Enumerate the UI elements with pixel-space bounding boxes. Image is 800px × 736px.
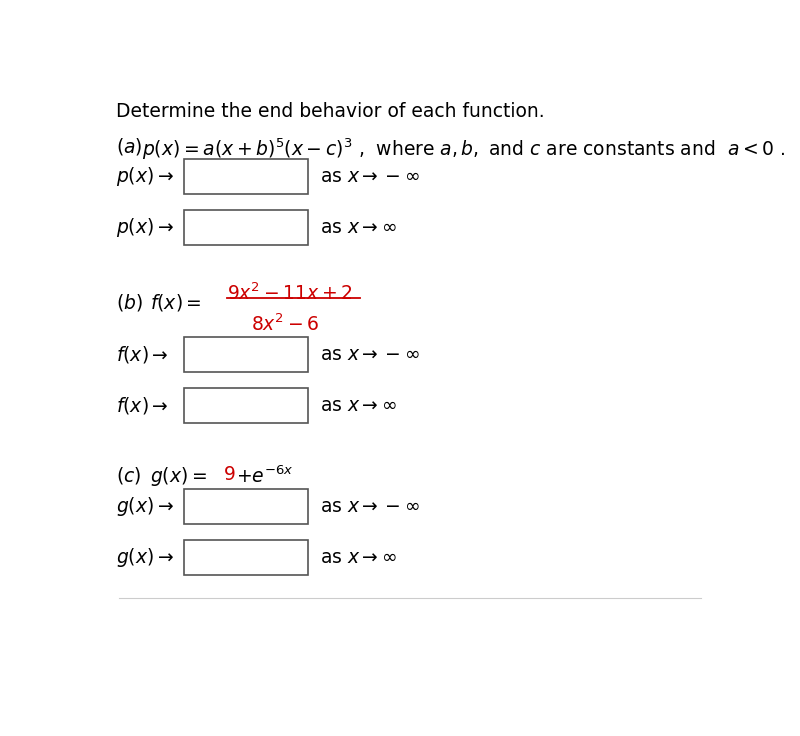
Bar xyxy=(184,489,308,524)
Text: $f(x) \rightarrow$: $f(x) \rightarrow$ xyxy=(115,344,168,365)
Text: as $x \rightarrow \infty$: as $x \rightarrow \infty$ xyxy=(320,218,397,237)
Text: $8x^2 - 6$: $8x^2 - 6$ xyxy=(250,314,319,336)
Text: $(b)$: $(b)$ xyxy=(115,292,142,314)
Text: as $x \rightarrow -\infty$: as $x \rightarrow -\infty$ xyxy=(320,166,420,185)
Text: $(a)$: $(a)$ xyxy=(115,136,142,158)
Bar xyxy=(184,540,308,575)
Bar xyxy=(184,388,308,423)
Bar xyxy=(184,337,308,372)
Text: $g(x) \rightarrow$: $g(x) \rightarrow$ xyxy=(115,495,174,518)
Text: $9x^2 - 11x + 2$: $9x^2 - 11x + 2$ xyxy=(227,282,353,304)
Text: $p(x) \rightarrow$: $p(x) \rightarrow$ xyxy=(115,216,174,238)
Text: as $x \rightarrow \infty$: as $x \rightarrow \infty$ xyxy=(320,548,397,567)
Text: as $x \rightarrow -\infty$: as $x \rightarrow -\infty$ xyxy=(320,345,420,364)
Text: $p(x) \rightarrow$: $p(x) \rightarrow$ xyxy=(115,165,174,188)
Text: $+ e^{-6x}$: $+ e^{-6x}$ xyxy=(237,465,294,486)
Text: $g(x) = $: $g(x) = $ xyxy=(150,465,206,488)
Text: $f(x) \rightarrow$: $f(x) \rightarrow$ xyxy=(115,395,168,416)
Text: $p(x) = a(x + b)^5(x - c)^3$ ,  where $a, b,$ and $c$ are constants and  $a < 0$: $p(x) = a(x + b)^5(x - c)^3$ , where $a,… xyxy=(142,136,786,162)
Text: $9$: $9$ xyxy=(222,465,235,484)
Text: Determine the end behavior of each function.: Determine the end behavior of each funct… xyxy=(115,102,544,121)
Bar xyxy=(184,210,308,245)
Text: $(c)$: $(c)$ xyxy=(115,465,141,486)
Bar xyxy=(184,158,308,194)
Text: as $x \rightarrow \infty$: as $x \rightarrow \infty$ xyxy=(320,396,397,415)
Text: $f(x) =$: $f(x) =$ xyxy=(150,292,202,314)
Text: as $x \rightarrow -\infty$: as $x \rightarrow -\infty$ xyxy=(320,497,420,516)
Text: $g(x) \rightarrow$: $g(x) \rightarrow$ xyxy=(115,546,174,569)
